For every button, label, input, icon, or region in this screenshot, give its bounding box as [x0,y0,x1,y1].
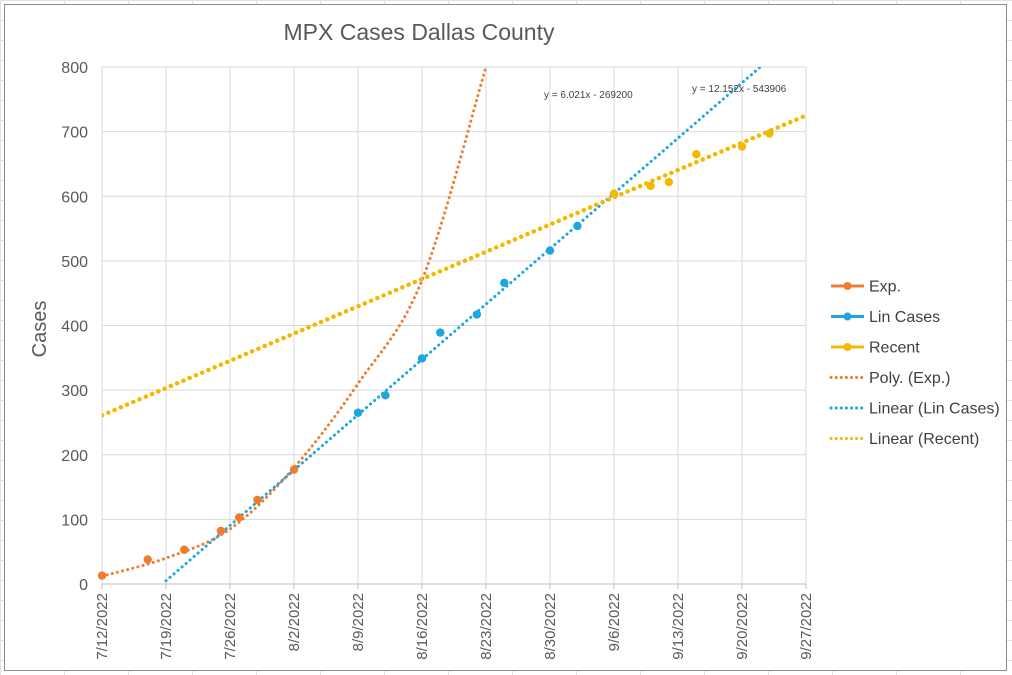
data-markers [97,129,774,580]
y-tick-label: 300 [61,383,88,400]
y-axis-title: Cases [29,301,51,358]
point-exp [289,465,299,474]
x-tick-label: 9/13/2022 [670,593,687,660]
trendline-equation: y = 6.021x - 269200 [544,90,633,101]
legend-item[interactable]: Linear (Recent) [829,431,979,448]
y-tick-label: 800 [61,60,88,77]
chart-area[interactable]: MPX Cases Dallas County Cases 0 100 200 300… [4,4,1007,671]
x-tick-label: 8/2/2022 [286,593,303,651]
legend-marker [843,282,852,290]
chart-title: MPX Cases Dallas County [284,19,555,45]
legend[interactable]: Exp. Lin Cases Recent Poly. (Exp.) Linear (L… [829,279,1000,449]
y-tick-label: 0 [79,577,88,594]
trendline-equation: y = 12.152x - 543906 [692,84,787,95]
legend-item[interactable]: Poly. (Exp.) [829,370,951,387]
point-recent [664,177,674,187]
y-tick-label: 400 [61,319,88,336]
y-tick-label: 100 [61,512,88,529]
point-recent [646,181,655,191]
point-lin-cases [417,354,427,363]
y-tick-label: 200 [61,448,88,465]
trendline-linear-lin-cases [164,67,762,583]
y-tick-label: 500 [61,254,88,271]
point-lin-cases [545,246,555,255]
point-recent [609,189,619,198]
x-tick-label: 7/26/2022 [222,593,239,660]
trendline-linear-recent [102,113,806,418]
legend-marker [843,312,852,321]
legend-item[interactable]: Recent [831,340,920,357]
point-exp [97,571,107,580]
trendlines [102,67,806,583]
legend-label: Recent [869,340,920,357]
point-lin-cases [500,278,509,288]
x-tick-label: 8/23/2022 [478,593,495,660]
point-exp [180,545,189,554]
legend-label: Linear (Lin Cases) [869,401,1000,418]
x-tick-label: 9/6/2022 [606,593,623,651]
x-tick-label: 9/27/2022 [798,593,815,660]
point-exp [253,495,262,505]
legend-label: Exp. [869,279,901,296]
legend-label: Linear (Recent) [869,431,979,448]
y-axis-ticks: 0 100 200 300 400 500 600 700 800 [61,60,88,594]
point-lin-cases [573,221,582,231]
legend-marker [843,343,852,351]
x-tick-label: 8/30/2022 [542,593,559,660]
trendline-poly-exp [102,67,488,578]
trendline-equations: y = 12.152x - 543906 y = 6.021x - 269200 [544,84,787,101]
y-tick-label: 600 [61,189,88,206]
point-lin-cases [381,391,390,400]
point-recent [737,142,747,151]
legend-item[interactable]: Exp. [831,279,901,296]
legend-label: Poly. (Exp.) [869,370,951,387]
point-lin-cases [472,310,482,319]
x-axis-ticks: 7/12/2022 7/19/2022 7/26/2022 8/2/2022 8/9/2… [94,584,815,660]
x-tick-label: 7/12/2022 [94,593,111,660]
point-exp [143,555,152,564]
point-lin-cases [353,408,363,417]
x-tick-label: 9/20/2022 [734,593,751,660]
point-recent [692,150,701,159]
y-tick-label: 700 [61,125,88,142]
x-tick-label: 7/19/2022 [158,593,175,660]
chart-canvas: MPX Cases Dallas County Cases 0 100 200 300… [29,19,1000,660]
x-tick-label: 8/9/2022 [350,593,367,651]
point-exp [216,526,226,536]
plot-gridlines [101,66,807,585]
point-exp [234,513,244,522]
x-tick-label: 8/16/2022 [414,593,431,660]
legend-item[interactable]: Linear (Lin Cases) [829,401,1000,418]
point-recent [765,129,774,138]
legend-label: Lin Cases [869,309,940,326]
legend-item[interactable]: Lin Cases [831,309,940,326]
point-lin-cases [436,328,445,337]
